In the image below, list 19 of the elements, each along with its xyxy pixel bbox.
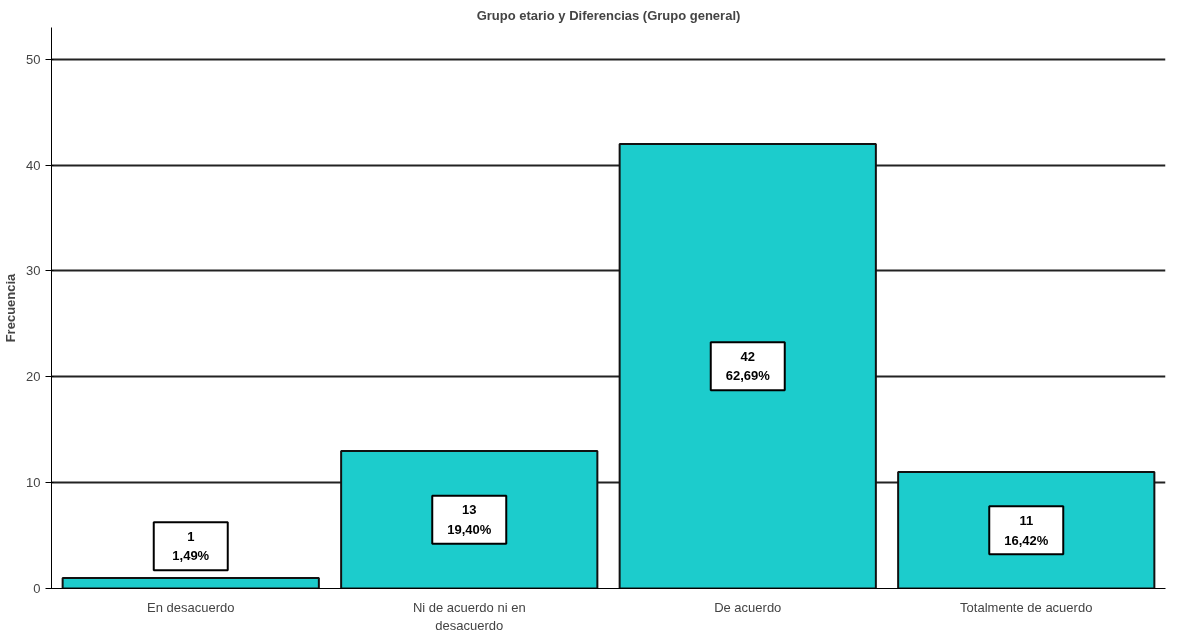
- y-tick-label: 30: [26, 263, 41, 279]
- y-tick-label: 0: [33, 581, 41, 596]
- data-label: 42 62,69%: [725, 348, 771, 384]
- y-tick-label: 50: [26, 51, 41, 67]
- bar: [340, 449, 599, 589]
- bar: [618, 142, 877, 589]
- data-label: 13 19,40%: [447, 502, 492, 537]
- x-tick-label: Ni de acuerdo ni en desacuerdo: [412, 599, 526, 633]
- y-tick-label: 40: [26, 157, 41, 173]
- x-tick-label: Totalmente de acuerdo: [960, 599, 1093, 615]
- y-tick-label: 10: [26, 475, 41, 491]
- y-axis-title: Frecuencia: [3, 272, 19, 343]
- x-tick-label: En desacuerdo: [147, 599, 235, 615]
- chart-title: Grupo etario y Diferencias (Grupo general): [476, 7, 741, 23]
- data-label: 1 1,49%: [172, 528, 210, 564]
- x-tick-label: De acuerdo: [714, 599, 782, 615]
- data-label: 11 16,42%: [1004, 513, 1049, 548]
- bar: [61, 576, 320, 589]
- y-tick-label: 20: [26, 369, 41, 385]
